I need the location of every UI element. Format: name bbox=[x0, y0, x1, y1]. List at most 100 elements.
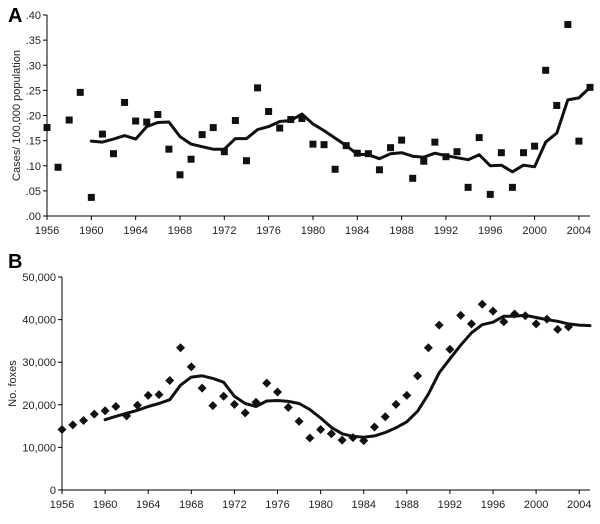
data-point-square bbox=[331, 165, 339, 173]
y-axis-label: Cases/ 100,000 population bbox=[11, 50, 23, 181]
x-tick-label: 1960 bbox=[79, 225, 103, 237]
data-point-square bbox=[276, 124, 284, 132]
data-point-square bbox=[143, 118, 151, 126]
data-point-diamond bbox=[197, 383, 207, 393]
data-point-square bbox=[198, 131, 206, 139]
data-point-square bbox=[475, 134, 483, 142]
x-tick-label: 1956 bbox=[35, 225, 59, 237]
data-point-diamond bbox=[337, 435, 347, 445]
data-point-square bbox=[176, 171, 184, 179]
x-tick-label: 1972 bbox=[222, 499, 246, 511]
data-point-square bbox=[497, 149, 505, 157]
data-point-square bbox=[420, 157, 428, 165]
x-tick-label: 1996 bbox=[481, 499, 505, 511]
data-point-square bbox=[409, 174, 417, 182]
data-point-square bbox=[76, 88, 84, 96]
data-point-square bbox=[87, 193, 95, 201]
data-point-diamond bbox=[283, 402, 293, 412]
data-point-diamond bbox=[219, 391, 229, 401]
data-point-diamond bbox=[488, 306, 498, 316]
data-point-square bbox=[187, 155, 195, 163]
y-tick-label: .10 bbox=[26, 161, 41, 173]
data-point-diamond bbox=[305, 433, 315, 443]
x-tick-label: 1996 bbox=[478, 225, 502, 237]
y-tick-label: .20 bbox=[26, 111, 41, 123]
data-point-square bbox=[298, 115, 306, 123]
data-point-square bbox=[43, 124, 51, 132]
data-point-diamond bbox=[402, 390, 412, 400]
y-tick-label: .30 bbox=[26, 60, 41, 72]
y-tick-label: .15 bbox=[26, 136, 41, 148]
y-tick-label: 10,000 bbox=[22, 442, 56, 454]
y-tick-label: .25 bbox=[26, 85, 41, 97]
y-axis-label: No. foxes bbox=[7, 360, 19, 407]
data-point-diamond bbox=[165, 376, 175, 386]
x-tick-label: 1968 bbox=[168, 225, 192, 237]
data-point-diamond bbox=[413, 371, 423, 381]
data-point-diamond bbox=[262, 378, 272, 388]
x-tick-label: 1992 bbox=[438, 499, 462, 511]
data-point-diamond bbox=[229, 399, 239, 409]
data-point-diamond bbox=[208, 401, 218, 411]
x-tick-label: 1992 bbox=[434, 225, 458, 237]
data-point-diamond bbox=[531, 319, 541, 329]
x-tick-label: 1972 bbox=[212, 225, 236, 237]
panel-a: A .00 .05 .10 .15 .20 .25 .30 .35 .40 1956 1960 1964… bbox=[8, 5, 594, 237]
data-point-square bbox=[398, 136, 406, 144]
data-point-diamond bbox=[273, 387, 283, 397]
x-tick-label: 1988 bbox=[389, 225, 413, 237]
trend-line bbox=[103, 313, 592, 439]
x-tick-label: 1984 bbox=[351, 499, 375, 511]
y-tick-label: .05 bbox=[26, 186, 41, 198]
panel-letter: B bbox=[8, 251, 22, 273]
data-point-square bbox=[309, 140, 317, 148]
data-point-square bbox=[508, 183, 516, 191]
x-tick-label: 2000 bbox=[522, 225, 546, 237]
data-point-square bbox=[320, 141, 328, 149]
x-tick-label: 1980 bbox=[308, 499, 332, 511]
y-tick-label: .35 bbox=[26, 35, 41, 47]
data-point-square bbox=[231, 117, 239, 125]
data-point-diamond bbox=[434, 320, 444, 330]
data-point-diamond bbox=[132, 400, 142, 410]
data-point-square bbox=[553, 101, 561, 109]
data-point-diamond bbox=[380, 412, 390, 422]
x-tick-label: 1976 bbox=[256, 225, 280, 237]
x-tick-label: 1976 bbox=[265, 499, 289, 511]
x-tick-label: 2004 bbox=[567, 225, 591, 237]
data-point-square bbox=[54, 163, 62, 171]
data-point-diamond bbox=[79, 416, 89, 426]
data-point-square bbox=[464, 183, 472, 191]
data-point-diamond bbox=[100, 406, 110, 416]
y-tick-label: 20,000 bbox=[22, 400, 56, 412]
data-point-square bbox=[431, 138, 439, 146]
y-tick-label: .40 bbox=[26, 10, 41, 22]
data-point-square bbox=[220, 148, 228, 156]
data-point-diamond bbox=[111, 402, 121, 412]
y-tick-label: 50,000 bbox=[22, 272, 56, 284]
data-point-diamond bbox=[326, 429, 336, 439]
y-tick-label: 30,000 bbox=[22, 357, 56, 369]
data-point-diamond bbox=[466, 319, 476, 329]
data-point-square bbox=[242, 157, 250, 165]
data-point-square bbox=[486, 190, 494, 198]
data-point-diamond bbox=[143, 390, 153, 400]
data-point-square bbox=[165, 145, 173, 153]
data-point-square bbox=[564, 21, 572, 29]
data-point-square bbox=[520, 149, 528, 157]
panel-letter: A bbox=[8, 5, 22, 27]
data-point-square bbox=[121, 98, 129, 106]
x-tick-label: 1988 bbox=[395, 499, 419, 511]
panel-b: B 0 10,000 20,000 30,000 40,000 50,000 1956 1960… bbox=[7, 251, 592, 511]
data-point-square bbox=[109, 150, 117, 158]
data-point-square bbox=[375, 166, 383, 174]
data-point-square bbox=[387, 144, 395, 152]
y-tick-label: 0 bbox=[50, 485, 56, 497]
data-point-diamond bbox=[89, 409, 99, 419]
trend-line bbox=[89, 85, 592, 174]
data-point-diamond bbox=[240, 408, 250, 418]
data-point-square bbox=[531, 142, 539, 150]
data-point-diamond bbox=[445, 344, 455, 354]
data-point-diamond bbox=[176, 343, 186, 353]
